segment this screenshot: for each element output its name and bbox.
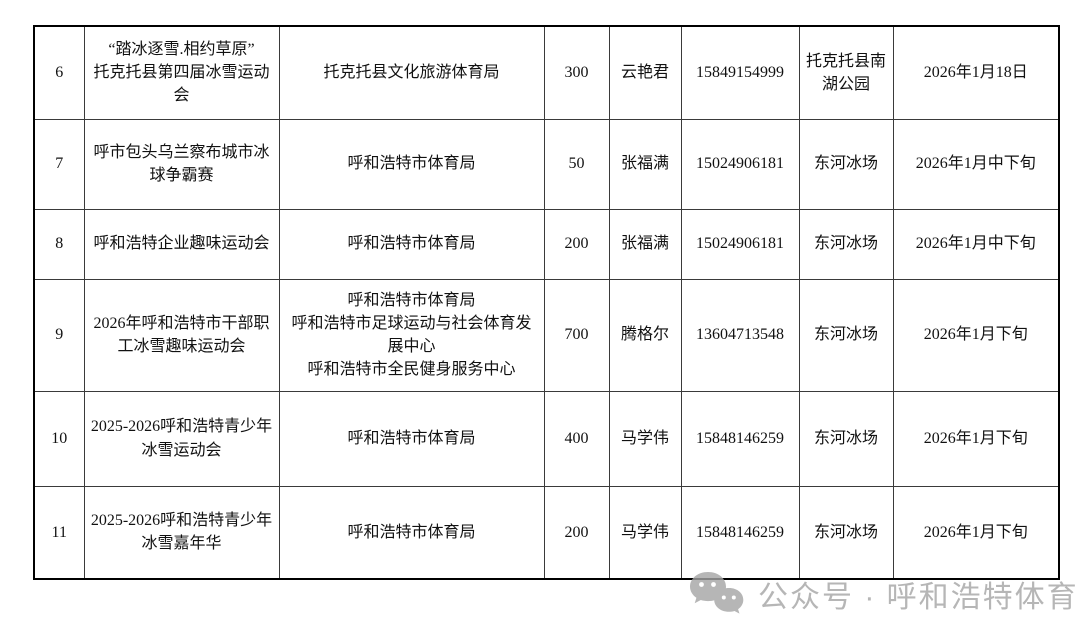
cell-organizer: 呼和浩特市体育局 — [278, 485, 545, 580]
cell-organizer: 呼和浩特市体育局 — [278, 118, 545, 210]
cell-phone: 15849154999 — [680, 25, 800, 120]
cell-organizer: 呼和浩特市体育局 呼和浩特市足球运动与社会体育发展中心 呼和浩特市全民健身服务中… — [278, 278, 545, 392]
table-row: 7 呼市包头乌兰察布城市冰球争霸赛 呼和浩特市体育局 50 张福满 15024906181… — [33, 118, 1060, 210]
cell-event: 2025-2026呼和浩特青少年冰雪运动会 — [83, 390, 280, 487]
cell-phone: 15024906181 — [680, 208, 800, 280]
cell-date: 2026年1月中下旬 — [892, 118, 1060, 210]
cell-organizer: 呼和浩特市体育局 — [278, 208, 545, 280]
cell-event: 2026年呼和浩特市干部职工冰雪趣味运动会 — [83, 278, 280, 392]
cell-date: 2026年1月18日 — [892, 25, 1060, 120]
cell-date: 2026年1月下旬 — [892, 278, 1060, 392]
table-row: 8 呼和浩特企业趣味运动会 呼和浩特市体育局 200 张福满 15024906181 东河冰… — [33, 208, 1060, 280]
table-body: 6 “踏冰逐雪.相约草原” 托克托县第四届冰雪运动会 托克托县文化旅游体育局 300 云… — [33, 25, 1060, 580]
cell-serial: 11 — [33, 485, 85, 580]
cell-quantity: 700 — [543, 278, 610, 392]
cell-contact: 马学伟 — [608, 485, 682, 580]
wechat-icon — [688, 570, 744, 618]
cell-phone: 15848146259 — [680, 485, 800, 580]
watermark: 公众号 · 呼和浩特体育 — [688, 570, 1079, 618]
cell-date: 2026年1月中下旬 — [892, 208, 1060, 280]
cell-venue: 东河冰场 — [798, 390, 894, 487]
cell-event: 呼市包头乌兰察布城市冰球争霸赛 — [83, 118, 280, 210]
cell-quantity: 200 — [543, 485, 610, 580]
cell-venue: 托克托县南湖公园 — [798, 25, 894, 120]
table-row: 11 2025-2026呼和浩特青少年冰雪嘉年华 呼和浩特市体育局 200 马学伟 158… — [33, 485, 1060, 580]
cell-venue: 东河冰场 — [798, 278, 894, 392]
cell-contact: 云艳君 — [608, 25, 682, 120]
cell-event: 2025-2026呼和浩特青少年冰雪嘉年华 — [83, 485, 280, 580]
cell-quantity: 400 — [543, 390, 610, 487]
cell-event: “踏冰逐雪.相约草原” 托克托县第四届冰雪运动会 — [83, 25, 280, 120]
cell-venue: 东河冰场 — [798, 485, 894, 580]
cell-date: 2026年1月下旬 — [892, 485, 1060, 580]
cell-serial: 7 — [33, 118, 85, 210]
cell-phone: 15848146259 — [680, 390, 800, 487]
cell-venue: 东河冰场 — [798, 118, 894, 210]
cell-quantity: 200 — [543, 208, 610, 280]
cell-organizer: 呼和浩特市体育局 — [278, 390, 545, 487]
table-row: 6 “踏冰逐雪.相约草原” 托克托县第四届冰雪运动会 托克托县文化旅游体育局 300 云… — [33, 25, 1060, 120]
cell-organizer: 托克托县文化旅游体育局 — [278, 25, 545, 120]
cell-quantity: 300 — [543, 25, 610, 120]
cell-serial: 8 — [33, 208, 85, 280]
table-row: 9 2026年呼和浩特市干部职工冰雪趣味运动会 呼和浩特市体育局 呼和浩特市足球运动… — [33, 278, 1060, 392]
cell-venue: 东河冰场 — [798, 208, 894, 280]
cell-phone: 15024906181 — [680, 118, 800, 210]
watermark-text: 公众号 · 呼和浩特体育 — [758, 581, 1079, 614]
cell-serial: 10 — [33, 390, 85, 487]
cell-contact: 张福满 — [608, 208, 682, 280]
cell-contact: 马学伟 — [608, 390, 682, 487]
cell-serial: 6 — [33, 25, 85, 120]
cell-date: 2026年1月下旬 — [892, 390, 1060, 487]
events-table: 6 “踏冰逐雪.相约草原” 托克托县第四届冰雪运动会 托克托县文化旅游体育局 300 云… — [33, 25, 1060, 580]
cell-phone: 13604713548 — [680, 278, 800, 392]
table-row: 10 2025-2026呼和浩特青少年冰雪运动会 呼和浩特市体育局 400 马学伟 158… — [33, 390, 1060, 487]
cell-contact: 腾格尔 — [608, 278, 682, 392]
cell-event: 呼和浩特企业趣味运动会 — [83, 208, 280, 280]
cell-contact: 张福满 — [608, 118, 682, 210]
cell-serial: 9 — [33, 278, 85, 392]
cell-quantity: 50 — [543, 118, 610, 210]
